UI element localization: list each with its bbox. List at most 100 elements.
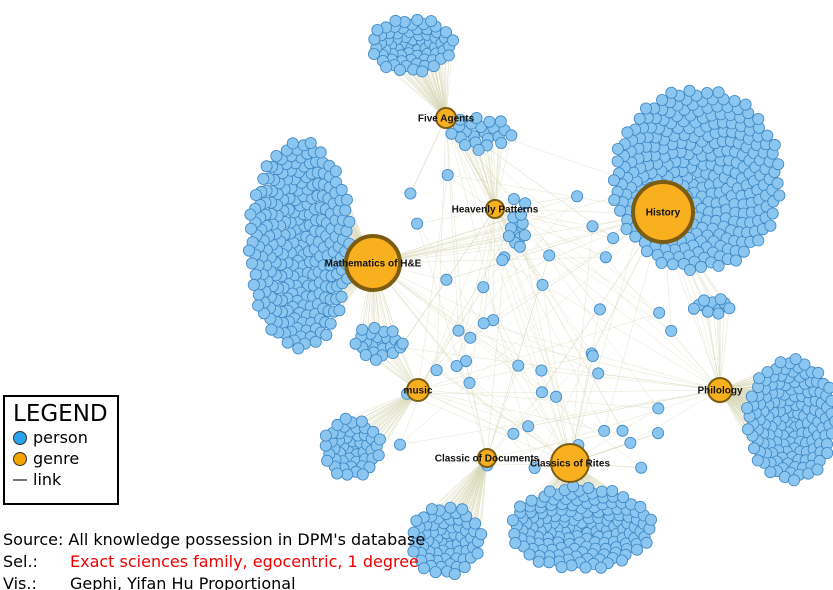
person-node [698, 294, 711, 307]
genre-node [435, 107, 457, 129]
link [372, 257, 606, 264]
person-node [242, 244, 255, 257]
person-node [356, 468, 369, 481]
link [494, 195, 578, 210]
link [407, 389, 721, 395]
person-node [359, 348, 372, 361]
person-node [821, 447, 833, 459]
person-node [265, 323, 278, 336]
person-node [339, 412, 352, 425]
link [502, 260, 571, 464]
link [492, 320, 571, 464]
legend-title: LEGEND [13, 401, 108, 427]
link [417, 355, 593, 391]
caption: Source: All knowledge possession in DPM'… [3, 529, 425, 590]
person-node [509, 537, 522, 550]
person-node [281, 336, 294, 349]
link [386, 66, 447, 119]
genre-node [344, 234, 402, 292]
link [399, 69, 447, 119]
person-node [459, 355, 472, 368]
genre-node [406, 378, 430, 402]
person-node [335, 183, 348, 196]
sel-label: Sel.: [3, 552, 38, 571]
person-node [617, 491, 630, 504]
link [372, 262, 542, 371]
link [494, 208, 579, 446]
person-node [737, 245, 750, 258]
person-node [404, 187, 417, 200]
person-node [425, 15, 438, 28]
person-node [470, 112, 483, 125]
person-node [764, 466, 777, 479]
link [436, 117, 447, 371]
person-node [389, 14, 402, 27]
person-node [616, 424, 629, 437]
person-node [495, 136, 508, 149]
link [372, 195, 578, 264]
link [445, 117, 467, 362]
person-node [723, 302, 736, 315]
link [400, 347, 721, 391]
person-node [532, 555, 545, 568]
person-node [475, 528, 488, 541]
person-node [528, 461, 541, 474]
person-node [458, 561, 471, 574]
person-node [714, 293, 727, 306]
person-node [518, 229, 531, 242]
person-node [452, 324, 465, 337]
link [431, 457, 488, 510]
layer: Five Agents Heavenly Patterns History Mathe… [325, 107, 743, 483]
person-node [525, 494, 538, 507]
link [486, 430, 623, 459]
genre-label: Philology [698, 386, 743, 397]
person-node [506, 514, 519, 527]
legend-label: person [33, 428, 88, 447]
person-node [550, 390, 563, 403]
genre-node [485, 199, 505, 219]
person-node [774, 356, 787, 369]
link [486, 145, 496, 210]
person-node [595, 485, 608, 498]
person-node [343, 215, 356, 228]
link [417, 174, 448, 391]
link [378, 389, 419, 456]
person-node [519, 197, 532, 210]
person-node [631, 543, 644, 556]
person-node [441, 168, 454, 181]
person-node [442, 49, 455, 62]
person-node [543, 249, 556, 262]
person-node [471, 547, 484, 560]
person-node [507, 427, 520, 440]
link [416, 223, 571, 464]
person-node [333, 304, 346, 317]
link [417, 287, 484, 391]
person-node [314, 146, 327, 159]
person-node [439, 26, 452, 39]
person-node [367, 425, 380, 438]
person-node [373, 433, 386, 446]
person-node [829, 415, 833, 427]
person-node [652, 427, 665, 440]
person-node [393, 438, 406, 451]
person-node [611, 155, 624, 168]
person-node [513, 240, 526, 253]
person-node [629, 230, 642, 243]
person-node [683, 84, 696, 97]
person-node [701, 87, 714, 100]
vis-text: Gephi, Yifan Hu Proportional [70, 574, 296, 590]
selection: Sel.: Exact sciences family, egocentric, … [3, 551, 425, 573]
person-node [606, 484, 619, 497]
link [372, 262, 519, 366]
person-node [640, 536, 653, 549]
person-node [745, 390, 758, 403]
person-node [407, 526, 420, 539]
person-node [812, 366, 825, 379]
person-node [448, 568, 461, 581]
person-node [598, 424, 611, 437]
link [417, 208, 496, 224]
link [528, 389, 721, 427]
person-node [477, 281, 490, 294]
person-node [320, 328, 333, 341]
link [486, 257, 505, 459]
